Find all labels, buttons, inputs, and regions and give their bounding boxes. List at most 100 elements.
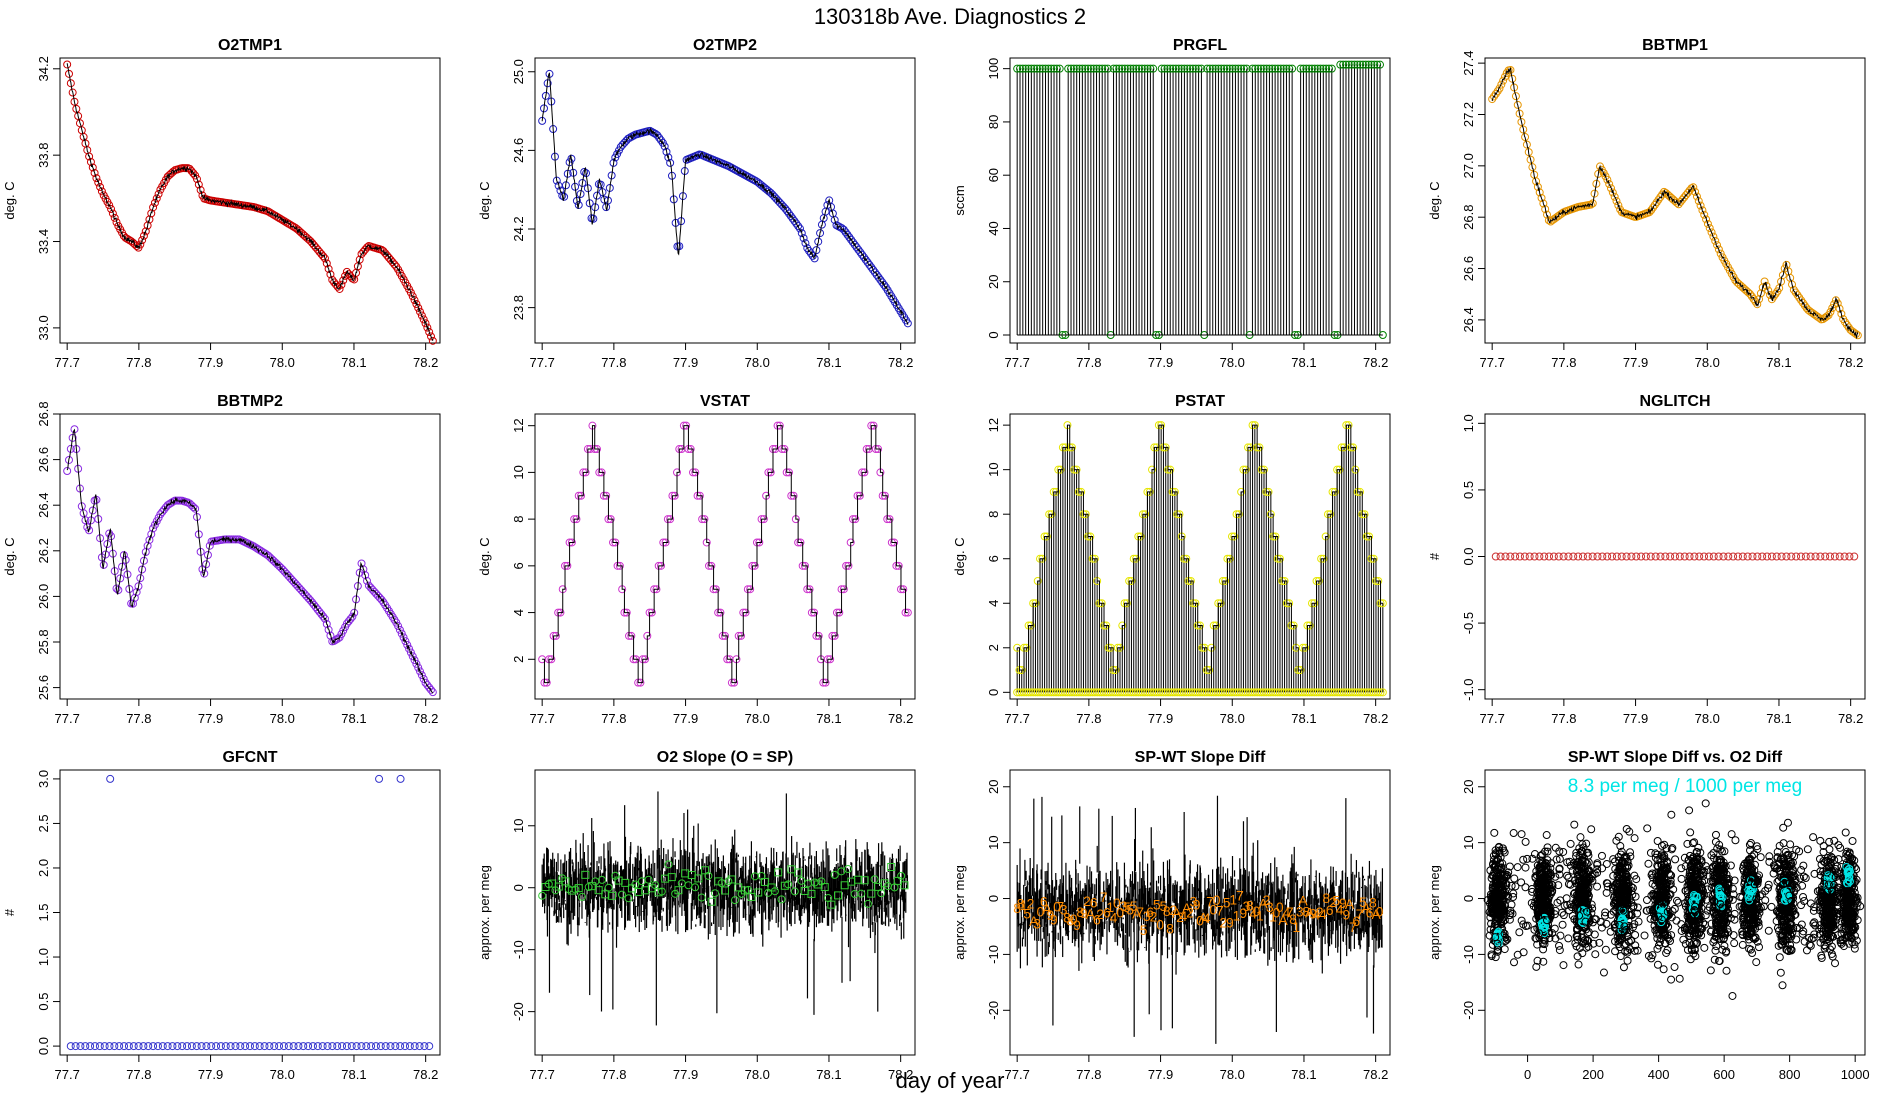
x-tick-label: 78.2 [1838,355,1863,370]
y-axis-label: # [2,908,17,916]
y-axis-label: sccm [952,185,967,215]
y-tick-label: 1.0 [36,948,51,966]
y-tick-label: 25.0 [511,59,526,84]
x-tick-label: 77.7 [1005,355,1030,370]
x-tick-label: 78.0 [270,355,295,370]
x-tick-label: 77.9 [1623,355,1648,370]
data-point [426,1043,433,1050]
y-tick-label: 6 [986,555,1001,562]
x-tick-label: 78.2 [1838,711,1863,726]
plot-frame [60,58,440,343]
y-tick-label: 60 [986,168,1001,182]
y-tick-label: 25.8 [36,629,51,654]
y-tick-label: -20 [511,1002,526,1021]
plot-area [67,775,432,1049]
y-tick-label: 100 [986,58,1001,80]
x-tick-label: 77.9 [1148,355,1173,370]
data-point [397,775,404,782]
y-tick-label: 6 [511,562,526,569]
y-tick-label: 12 [511,418,526,432]
y-tick-label: 0.5 [1461,481,1476,499]
y-tick-label: 27.4 [1461,50,1476,75]
y-tick-label: 8 [511,516,526,523]
y-axis-label: deg. C [477,537,492,575]
y-tick-label: 8 [986,511,1001,518]
y-tick-label: -20 [986,1001,1001,1020]
x-tick-label: 78.0 [1220,355,1245,370]
panel-title: O2 Slope (O = SP) [657,749,793,766]
x-tick-label: 77.7 [1005,711,1030,726]
x-tick-label: 77.8 [126,711,151,726]
x-tick-label: 78.2 [413,711,438,726]
y-tick-label: 26.2 [36,538,51,563]
x-tick-label: 77.7 [55,355,80,370]
x-tick-label: 77.9 [673,355,698,370]
x-tick-label: 78.1 [1291,711,1316,726]
y-axis-label: deg. C [477,181,492,219]
y-tick-label: 24.2 [511,216,526,241]
y-tick-label: 26.6 [36,447,51,472]
y-tick-label: -0.5 [1461,612,1476,634]
x-tick-label: 78.2 [1363,355,1388,370]
series-line [67,63,433,341]
x-tick-label: 78.0 [745,355,770,370]
x-tick-label: 77.9 [198,355,223,370]
y-tick-label: 2 [986,644,1001,651]
y-tick-label: 10 [1461,835,1476,849]
panel-title: O2TMP1 [218,37,282,54]
x-tick-label: 77.8 [601,711,626,726]
data-point [111,214,118,221]
data-point [1501,946,1508,953]
y-tick-label: 26.0 [36,584,51,609]
x-tick-label: 77.8 [1076,711,1101,726]
x-tick-label: 77.8 [126,355,151,370]
y-tick-label: 26.8 [36,401,51,426]
x-tick-label: 78.0 [270,711,295,726]
panel-title: VSTAT [700,393,750,410]
y-axis-label: deg. C [2,537,17,575]
x-tick-label: 77.9 [1148,711,1173,726]
y-tick-label: 3.0 [36,770,51,788]
y-tick-label: 10 [986,462,1001,476]
data-point [1491,829,1498,836]
y-tick-label: 0 [986,331,1001,338]
plot-frame [60,770,440,1055]
x-tick-label: 77.7 [1480,355,1505,370]
x-tick-label: 78.2 [413,355,438,370]
x-tick-label: 78.0 [1695,711,1720,726]
x-tick-label: 78.2 [888,355,913,370]
plot-area [1492,553,1857,560]
y-axis-label: approx. per meg [477,865,492,960]
y-tick-label: 12 [986,418,1001,432]
x-tick-label: 78.1 [1291,355,1316,370]
y-tick-label: 0.5 [36,993,51,1011]
y-axis-label: deg. C [2,181,17,219]
data-point [1543,832,1550,839]
y-axis-label: # [1427,552,1442,560]
y-tick-label: 0 [986,895,1001,902]
plot-area [539,422,912,686]
y-tick-label: 20 [1461,780,1476,794]
y-tick-label: 10 [986,835,1001,849]
y-tick-label: 0.0 [1461,547,1476,565]
y-tick-label: 26.4 [36,493,51,518]
plot-area [1014,61,1387,338]
plot-area: 88152A306A990738809892A6627614003555A753… [1013,796,1383,1044]
y-tick-label: 34.2 [36,56,51,81]
panel-title: PRGFL [1173,37,1227,54]
y-axis-label: approx. per meg [952,865,967,960]
x-tick-label: 78.1 [1766,355,1791,370]
x-tick-label: 78.2 [1363,711,1388,726]
x-tick-label: 78.0 [745,711,770,726]
y-tick-label: -1.0 [1461,678,1476,700]
y-tick-label: 25.6 [36,675,51,700]
y-tick-label: 2.5 [36,814,51,832]
plot-area [64,61,437,344]
x-tick-label: 77.8 [1076,355,1101,370]
y-tick-label: 1.5 [36,903,51,921]
data-point-label: 5 [1140,922,1148,938]
x-tick-label: 78.1 [341,711,366,726]
x-tick-label: 77.9 [198,711,223,726]
